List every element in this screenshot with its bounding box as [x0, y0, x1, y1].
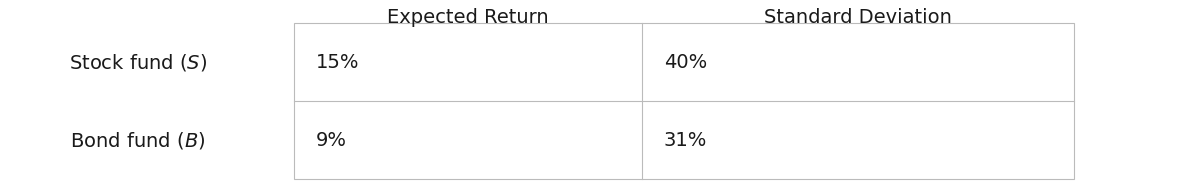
Text: 9%: 9% [316, 131, 347, 150]
Text: 40%: 40% [664, 53, 707, 72]
Text: Bond fund ($\mathit{B}$): Bond fund ($\mathit{B}$) [71, 130, 205, 151]
Bar [294, 23, 1074, 179]
Text: Stock fund ($\mathit{S}$): Stock fund ($\mathit{S}$) [68, 52, 208, 73]
Text: 15%: 15% [316, 53, 359, 72]
Text: 31%: 31% [664, 131, 707, 150]
Text: Expected Return: Expected Return [388, 8, 548, 27]
Text: Standard Deviation: Standard Deviation [764, 8, 952, 27]
